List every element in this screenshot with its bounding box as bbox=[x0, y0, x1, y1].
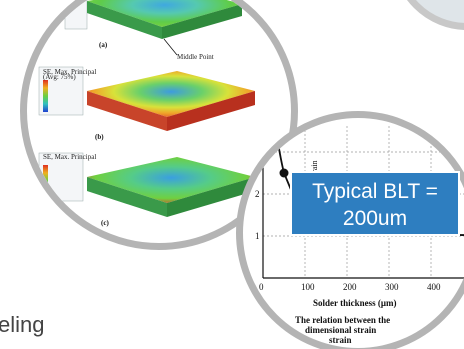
plate-b bbox=[38, 66, 255, 131]
callout-line-1: Typical BLT = bbox=[312, 180, 438, 203]
callout-line-2: 200um bbox=[342, 207, 408, 230]
plate-c bbox=[38, 152, 255, 217]
x-axis-label: Solder thickness (μm) bbox=[313, 298, 396, 308]
middle-point-label: Middle Point bbox=[177, 53, 214, 61]
legend-title-b: SE, Max. Principal bbox=[43, 68, 96, 76]
y-tick-label: 1 bbox=[255, 231, 260, 241]
y-tick-label: 2 bbox=[255, 189, 260, 199]
caption-line-3: strain bbox=[329, 335, 352, 345]
caption-line-1: The relation between the bbox=[295, 315, 390, 325]
caption-line-2: dimensional strain bbox=[305, 325, 376, 335]
y-tick-label: 3 bbox=[255, 147, 260, 157]
x-tick-label: 400 bbox=[427, 282, 441, 292]
typical-blt-callout: Typical BLT = 200um bbox=[290, 171, 460, 236]
panel-label-c: (c) bbox=[101, 219, 109, 227]
legend-subtitle-b: (Avg: 75%) bbox=[43, 73, 76, 81]
cropped-heading-fragment: eling bbox=[0, 312, 45, 337]
plate-a bbox=[64, 0, 242, 56]
x-tick-label: 0 bbox=[259, 282, 264, 292]
corner-magnifier-circle bbox=[392, 0, 464, 30]
x-tick-label: 100 bbox=[301, 282, 315, 292]
data-point bbox=[279, 168, 289, 178]
simulation-magnifier-circle: Middle Point (a) SE, Max. Principal (Avg… bbox=[20, 0, 298, 250]
x-tick-label: 300 bbox=[385, 282, 399, 292]
legend-title-c: SE, Max. Principal bbox=[43, 153, 96, 161]
simulation-plates: Middle Point (a) SE, Max. Principal (Avg… bbox=[38, 0, 255, 227]
panel-label-b: (b) bbox=[95, 133, 104, 141]
panel-label-a: (a) bbox=[99, 41, 108, 49]
x-tick-label: 200 bbox=[343, 282, 357, 292]
